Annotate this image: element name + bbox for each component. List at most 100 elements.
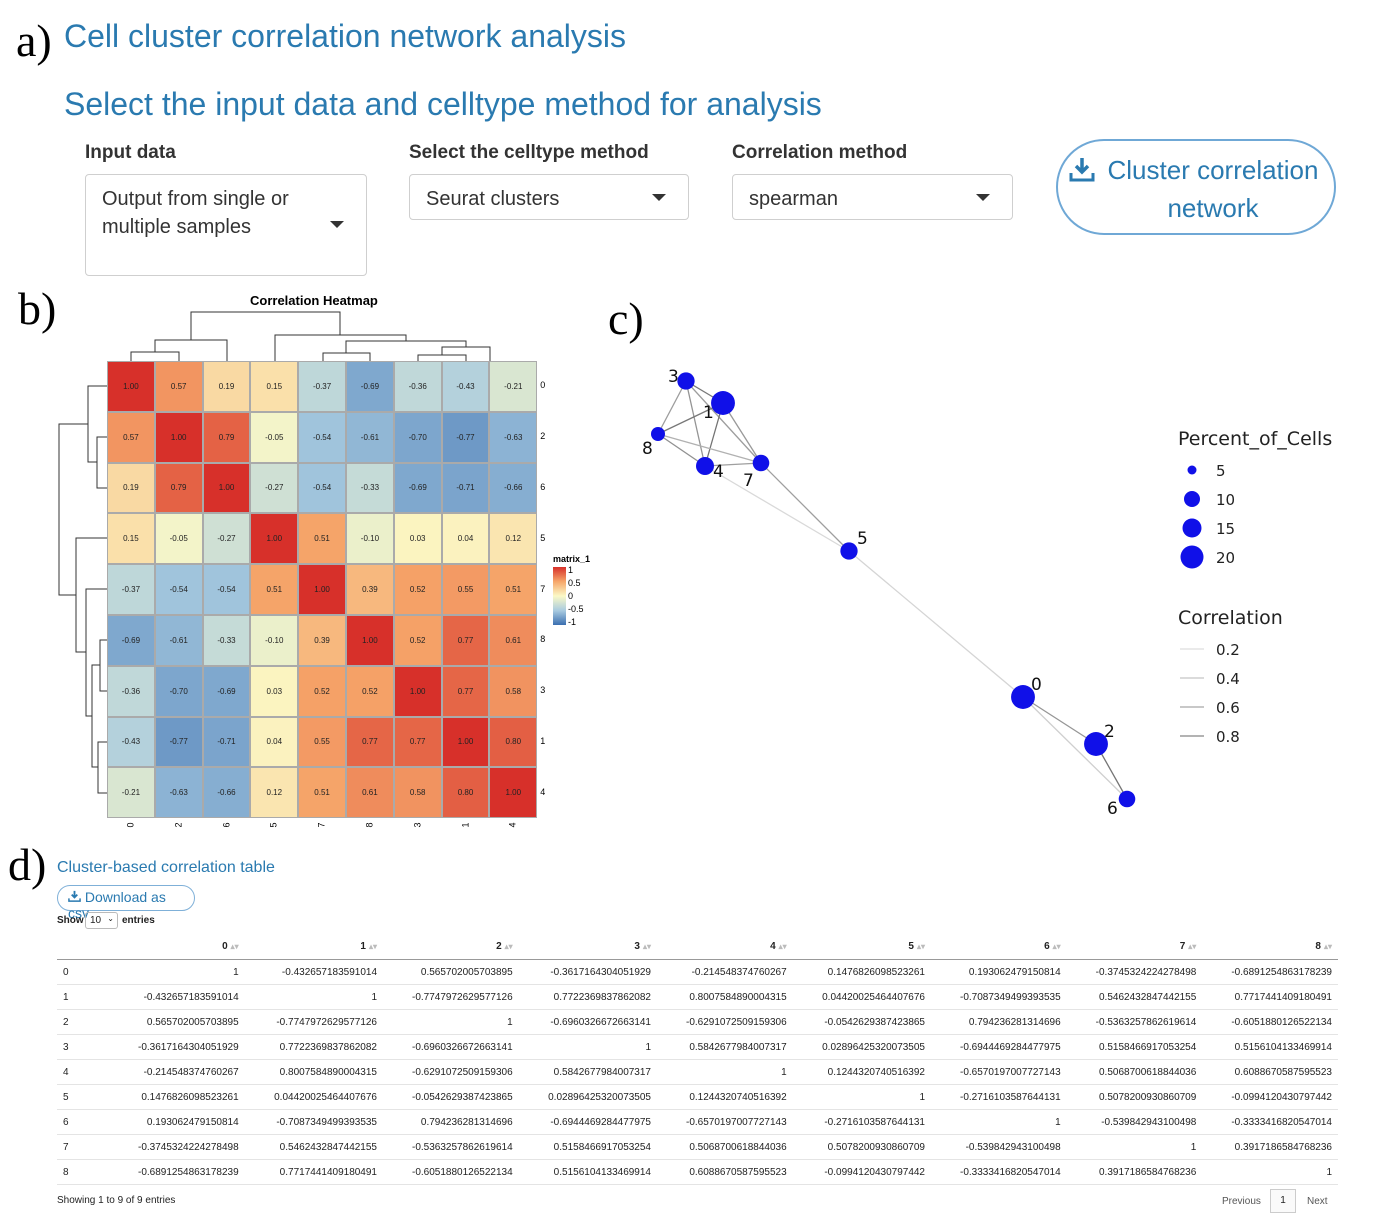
table-row: 3 -0.3617164304051929 0.7722369837862082 -0… [57, 1034, 1338, 1060]
heatmap-cell: -0.66 [489, 462, 538, 514]
heatmap-cell: 0.61 [489, 615, 538, 666]
correlation-table: 0 ▴▾ 1 ▴▾ 2 ▴▾ 3 ▴▾ 4 ▴▾ 5 ▴▾ 6 ▴▾ 7 ▴▾ 8 ▴▾ 0 1 -0.4326571… [57, 933, 1338, 1185]
column-header-label: 8 [1315, 940, 1321, 952]
heatmap-cell: -0.61 [154, 615, 203, 666]
celltype-method-value: Seurat clusters [426, 188, 560, 210]
column-header[interactable]: 0 ▴▾ [109, 933, 245, 960]
table-cell: -0.3617164304051929 [109, 1034, 245, 1060]
heatmap-cell: 1.00 [393, 665, 442, 717]
heatmap-cell: -0.36 [107, 665, 155, 717]
table-cell: 1 [518, 1034, 657, 1060]
heatmap-cell: -0.71 [202, 716, 251, 768]
table-cell: 0.5078200930860709 [792, 1134, 931, 1160]
network-edge [657, 402, 724, 435]
download-icon [1069, 158, 1094, 182]
table-cell: 0.1476826098523261 [109, 1084, 245, 1110]
column-header[interactable]: 4 ▴▾ [657, 933, 793, 960]
table-cell: -0.2716103587644131 [792, 1109, 931, 1135]
table-cell: 0.02896425320073505 [518, 1084, 657, 1110]
panel-label-a: a) [16, 15, 52, 66]
column-header[interactable]: 6 ▴▾ [931, 933, 1067, 960]
entries-select[interactable]: 10 ⌄ [85, 912, 118, 929]
column-header[interactable]: 3 ▴▾ [518, 933, 657, 960]
column-header[interactable]: 1 ▴▾ [244, 933, 383, 960]
table-cell: 0.5068700618844036 [657, 1134, 793, 1160]
heatmap-cell: 0.19 [202, 361, 251, 412]
table-cell: -0.6570197007727143 [657, 1109, 793, 1135]
heatmap-cell: -0.21 [489, 361, 538, 412]
table-cell: -0.2716103587644131 [931, 1084, 1067, 1110]
heatmap-cell: -0.37 [298, 361, 346, 412]
heatmap-cell: 0.55 [298, 716, 346, 768]
column-header[interactable]: 7 ▴▾ [1066, 933, 1203, 960]
table-cell: -0.3745324224278498 [1066, 959, 1203, 985]
table-cell: 0.5156104133469914 [518, 1159, 657, 1185]
table-cell: 0.5842677984007317 [657, 1034, 793, 1060]
network-node [840, 542, 858, 560]
heatmap-cell: 0.58 [393, 767, 442, 819]
legend-size-label: 10 [1216, 491, 1236, 509]
table-cell: -0.6051880126522134 [383, 1159, 519, 1185]
legend-size-label: 5 [1216, 462, 1226, 480]
table-cell: -0.3333416820547014 [1202, 1109, 1338, 1135]
table-row: 6 0.193062479150814 -0.7087349499393535 0.7… [57, 1109, 1338, 1135]
table-cell: 0.6088670587595523 [1202, 1059, 1338, 1085]
network-edge [848, 550, 1024, 698]
table-cell: -0.6960326672663141 [518, 1009, 657, 1035]
table-title: Cluster-based correlation table [57, 859, 275, 876]
heatmap-cell: 1.00 [489, 767, 538, 819]
heatmap-cell: -0.63 [489, 411, 538, 463]
heatmap-cell: 1.00 [441, 716, 490, 768]
table-cell: 0.5842677984007317 [518, 1059, 657, 1085]
page-1-button[interactable]: 1 [1270, 1189, 1296, 1213]
cluster-correlation-network-button[interactable]: Cluster correlation network [1056, 139, 1336, 235]
input-data-value: Output from single or multiple samples [102, 188, 289, 238]
previous-page-button[interactable]: Previous [1222, 1196, 1261, 1207]
table-cell: 1 [931, 1109, 1067, 1135]
table-cell: -0.0994120430797442 [1202, 1084, 1338, 1110]
table-info: Showing 1 to 9 of 9 entries [57, 1195, 176, 1206]
heatmap-cell: 1.00 [346, 615, 394, 666]
table-cell: 0.8007584890004315 [657, 984, 793, 1010]
table-cell: -0.6944469284477975 [931, 1034, 1067, 1060]
heatmap-cell: -0.10 [346, 513, 394, 565]
heatmap-cell: -0.69 [346, 361, 394, 412]
column-header[interactable]: 5 ▴▾ [792, 933, 931, 960]
table-cell: -0.7087349499393535 [244, 1109, 383, 1135]
heatmap-cell: 1.00 [250, 513, 299, 565]
heatmap-row-label: 1 [540, 736, 546, 746]
legend-size-dots [1180, 465, 1204, 569]
entries-select-value: 10 [90, 915, 102, 926]
heatmap-cell: 0.12 [250, 767, 299, 819]
heatmap-cell: -0.54 [202, 564, 251, 615]
heatmap-cell: -0.27 [202, 513, 251, 565]
heatmap-cell: -0.77 [154, 716, 203, 768]
column-header[interactable]: 2 ▴▾ [383, 933, 519, 960]
page-title: Cell cluster correlation network analysi… [64, 18, 626, 54]
table-cell: 0.04420025464407676 [792, 984, 931, 1010]
table-cell: 0.5462432847442155 [244, 1134, 383, 1160]
heatmap-cell: -0.10 [250, 615, 299, 666]
network-edge [685, 380, 762, 464]
column-header[interactable]: 8 ▴▾ [1202, 933, 1338, 960]
heatmap-cell: -0.70 [393, 411, 442, 463]
heatmap-cell: 0.51 [250, 564, 299, 615]
heatmap-row-label: 8 [540, 634, 546, 645]
heatmap-cell: -0.71 [441, 462, 490, 514]
table-cell: -0.6051880126522134 [1202, 1009, 1338, 1035]
next-page-button[interactable]: Next [1307, 1196, 1328, 1207]
table-cell: 0.193062479150814 [931, 959, 1067, 985]
sort-icon: ▴▾ [1188, 941, 1197, 951]
correlation-method-select[interactable]: spearman [732, 174, 1013, 220]
download-icon [68, 890, 81, 902]
table-cell: -0.539842943100498 [1066, 1109, 1203, 1135]
table-cell: 0.1476826098523261 [792, 959, 931, 985]
input-data-select[interactable]: Output from single or multiple samples [85, 174, 367, 276]
heatmap-cell: -0.33 [346, 462, 394, 514]
table-header-row: 0 ▴▾ 1 ▴▾ 2 ▴▾ 3 ▴▾ 4 ▴▾ 5 ▴▾ 6 ▴▾ 7 ▴▾ 8 ▴▾ [57, 933, 1338, 960]
download-csv-button[interactable]: Download as csv [57, 885, 195, 921]
heatmap-cell: -0.37 [107, 564, 155, 615]
heatmap-cell: 0.04 [250, 716, 299, 768]
network-node [651, 427, 665, 441]
celltype-method-select[interactable]: Seurat clusters [409, 174, 689, 220]
